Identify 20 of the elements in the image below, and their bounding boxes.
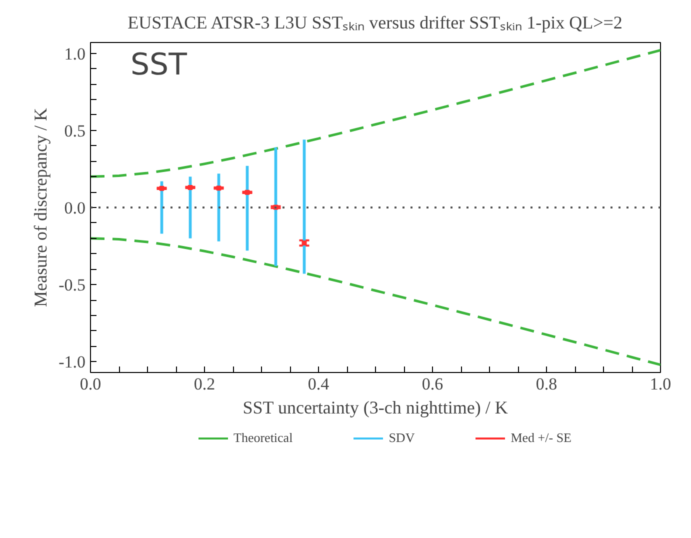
- legend-label: Theoretical: [234, 430, 293, 446]
- annotation: SST: [130, 48, 188, 82]
- line-series: [90, 48, 660, 178]
- y-tick-label: 0.5: [64, 121, 86, 140]
- y-tick-label: 0.0: [64, 198, 86, 218]
- line-series: [90, 237, 660, 366]
- x-axis-title: SST uncertainty (3-ch nighttime) / K: [242, 398, 508, 418]
- x-tick-label: 1.0: [650, 374, 672, 394]
- y-tick-label: -1.0: [58, 352, 86, 372]
- y-tick-label: -0.5: [58, 276, 86, 295]
- x-tick-label: 0.0: [80, 374, 102, 394]
- x-tick-label: 0.4: [308, 374, 330, 394]
- legend-label: Med +/- SE: [510, 430, 572, 446]
- x-tick-label: 0.8: [536, 374, 558, 394]
- x-tick-label: 0.2: [194, 374, 216, 394]
- y-axis-title: Measure of discrepancy / K: [30, 108, 51, 307]
- chart-title: EUSTACE ATSR-3 L3U SSTₛₖᵢₙ versus drifter SSTₛₖᵢₙ 1-pix QL>=2: [128, 12, 622, 32]
- legend-label: SDV: [388, 430, 415, 446]
- x-tick-label: 0.6: [422, 374, 444, 394]
- y-tick-label: 1.0: [64, 44, 86, 64]
